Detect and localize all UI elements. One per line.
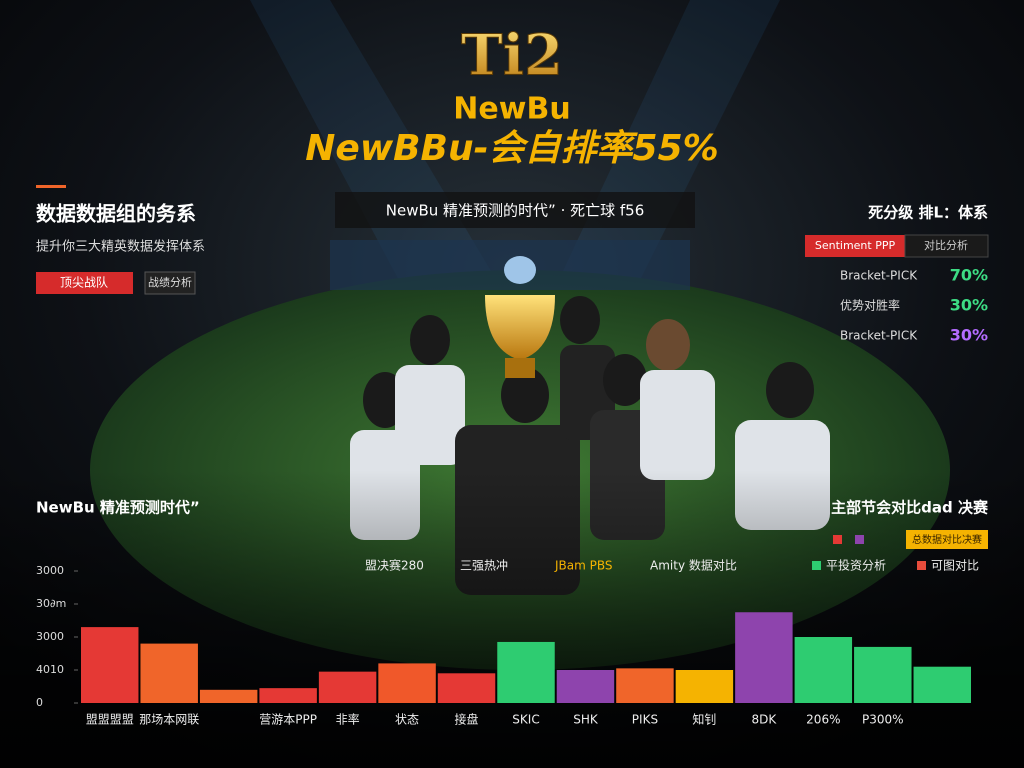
x-tick-label: 营游本PPP <box>259 713 317 727</box>
chart-right-title: 主部节会对比dad 决赛 <box>831 499 989 517</box>
bar <box>81 627 139 703</box>
y-tick-label: 4010 <box>36 663 64 676</box>
x-tick-label: 那场本网联 <box>139 713 199 727</box>
badge <box>906 530 988 549</box>
bar <box>616 668 674 703</box>
legend-swatch <box>917 561 926 570</box>
x-tick-label: 盟盟盟盟 <box>86 713 134 727</box>
chart-title: NewBu 精准预测时代” <box>36 499 200 517</box>
bar <box>140 643 198 703</box>
x-tick-label: 接盘 <box>455 712 479 727</box>
x-tick-label: SHK <box>573 713 599 727</box>
x-tick-label: P300% <box>862 713 904 727</box>
left-subtitle: 提升你三大精英数据发挥体系 <box>36 239 205 255</box>
bar <box>437 673 496 703</box>
bar <box>199 689 258 703</box>
tab-label[interactable]: 对比分析 <box>924 238 968 252</box>
button[interactable] <box>36 272 133 294</box>
headline: NewBBu-会自排率55% <box>305 128 718 169</box>
x-tick-label: PIKS <box>632 713 658 727</box>
x-tick-label: SKIC <box>512 713 539 727</box>
button-label[interactable]: 顶尖战队 <box>60 275 108 290</box>
legend-swatch <box>833 535 842 544</box>
button[interactable] <box>144 271 196 295</box>
bar <box>913 666 971 703</box>
bar <box>378 663 436 703</box>
row-value: 30% <box>950 326 988 345</box>
bottom-shade <box>0 470 1024 768</box>
y-tick-label: 30∂m <box>36 597 66 610</box>
annotation: 三强热冲 <box>460 558 508 573</box>
bar <box>675 670 734 703</box>
y-tick-label: 3000 <box>36 564 64 577</box>
bar <box>318 671 377 703</box>
left-title: 数据数据组的务系 <box>36 202 196 226</box>
badge-label: 总数据对比决赛 <box>912 533 982 546</box>
legend-swatch <box>812 561 821 570</box>
tab[interactable] <box>904 234 989 258</box>
x-tick-label: 状态 <box>395 713 419 727</box>
tab[interactable] <box>805 235 905 257</box>
row-value: 30% <box>950 296 988 315</box>
x-tick-label: 206% <box>806 713 840 727</box>
legend-swatch <box>855 535 864 544</box>
x-tick-label: 8DK <box>751 713 777 727</box>
annotation: Amity 数据对比 <box>650 558 737 573</box>
row-label: 优势对胜率 <box>840 298 900 313</box>
legend-label: 平投资分析 <box>826 558 886 573</box>
tab-label[interactable]: Sentiment PPP <box>815 239 896 252</box>
x-tick-label: 非率 <box>336 712 360 727</box>
brand: NewBu <box>453 92 570 127</box>
accent <box>36 185 66 188</box>
legend-label: 可图对比 <box>931 559 979 573</box>
row-value: 70% <box>950 266 988 285</box>
button-label[interactable]: 战绩分析 <box>148 275 192 289</box>
right-title: 死分级 排L：体系 <box>868 204 988 222</box>
y-tick-label: 3000 <box>36 630 64 643</box>
annotation: 盟决赛280 <box>365 558 424 573</box>
bar <box>259 688 317 703</box>
x-tick-label: 知钊 <box>692 712 716 727</box>
y-tick-label: 0 <box>36 696 43 709</box>
bar <box>556 670 615 703</box>
trophy <box>485 256 555 378</box>
bar <box>854 646 912 703</box>
row-label: Bracket-PICK <box>840 269 918 283</box>
logo: Ti2 <box>461 23 563 89</box>
bar <box>735 612 793 703</box>
annotation: JBam PBS <box>554 559 613 573</box>
bar <box>497 641 555 703</box>
row-label: Bracket-PICK <box>840 329 918 343</box>
banner-text: NewBu 精准预测的时代” · 死亡球 f56 <box>386 202 645 220</box>
bar <box>794 637 853 703</box>
banner-box <box>335 192 695 228</box>
